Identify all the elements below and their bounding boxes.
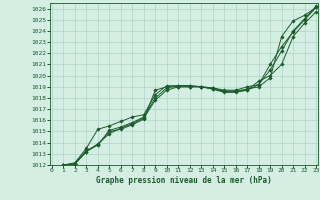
X-axis label: Graphe pression niveau de la mer (hPa): Graphe pression niveau de la mer (hPa): [96, 176, 272, 185]
